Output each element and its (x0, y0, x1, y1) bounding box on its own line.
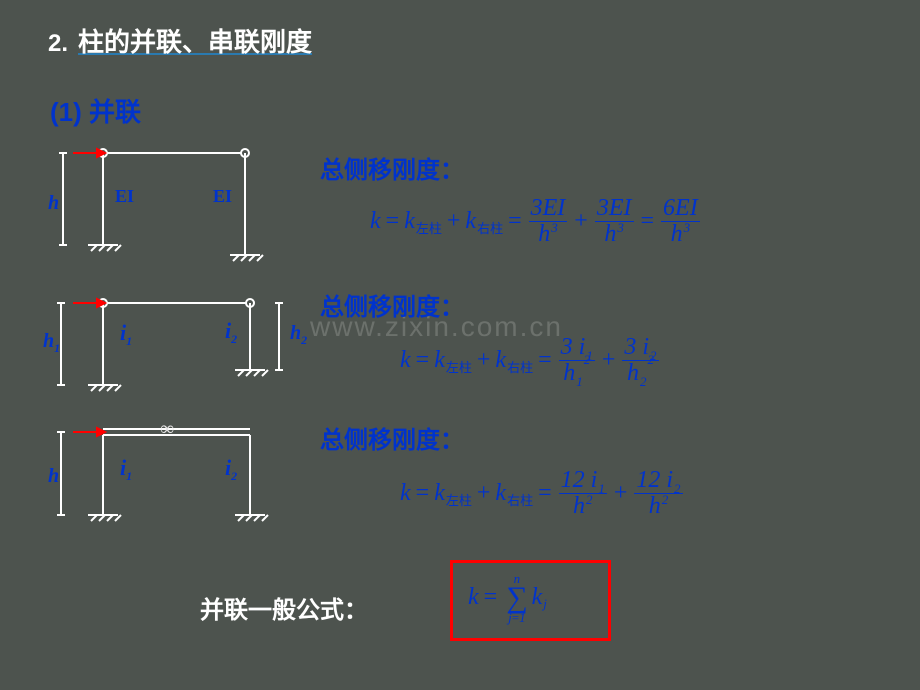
diag2-i2: i2 (225, 318, 237, 344)
heading-number: 2. (48, 30, 68, 58)
diag1-EI-left: EI (115, 186, 134, 207)
diagram-2 (45, 285, 305, 405)
frac: 6EI h3 (661, 196, 700, 247)
frac: 3EI h3 (529, 196, 568, 247)
sigma-symbol: n ∑ j=1 (506, 572, 527, 624)
diag3-h: h (48, 465, 59, 488)
sub-heading: (1) 并联 (50, 92, 141, 129)
diagram-1 (45, 135, 275, 275)
equation-3: k = k左柱 + k右柱 = 12 i1 h2 + 12 i2 h2 (400, 468, 685, 519)
subheading-text: 并联 (89, 97, 141, 127)
equation-4: k = n ∑ j=1 kj (468, 572, 547, 624)
diag2-i1: i1 (120, 320, 132, 346)
equation-1: k = k左柱 + k右柱 = 3EI h3 + 3EI h3 = 6EI h3 (370, 196, 702, 247)
frac: 3 i2 h22 (622, 335, 658, 386)
frac: 12 i2 h2 (634, 468, 682, 519)
general-formula-label: 并联一般公式： (200, 590, 368, 625)
frac: 12 i1 h2 (559, 468, 607, 519)
heading-text: 柱的并联、串联刚度 (78, 22, 312, 59)
equation-2: k = k左柱 + k右柱 = 3 i1 h12 + 3 i2 h22 (400, 335, 661, 386)
diag3-i2: i2 (225, 455, 237, 481)
diag2-h2: h2 (290, 322, 307, 345)
diag1-h-label: h (48, 192, 59, 215)
frac: 3 i1 h12 (559, 335, 595, 386)
total-stiffness-label-3: 总侧移刚度： (320, 420, 464, 455)
diag2-h1: h1 (43, 330, 60, 353)
section-heading: 2. 柱的并联、串联刚度 (48, 22, 312, 59)
total-stiffness-label-1: 总侧移刚度： (320, 150, 464, 185)
frac: 3EI h3 (595, 196, 634, 247)
diag1-EI-right: EI (213, 186, 232, 207)
subheading-number: (1) (50, 97, 82, 127)
diag3-infinity: ∞ (160, 418, 174, 441)
diag3-i1: i1 (120, 455, 132, 481)
total-stiffness-label-2: 总侧移刚度： (320, 287, 464, 322)
